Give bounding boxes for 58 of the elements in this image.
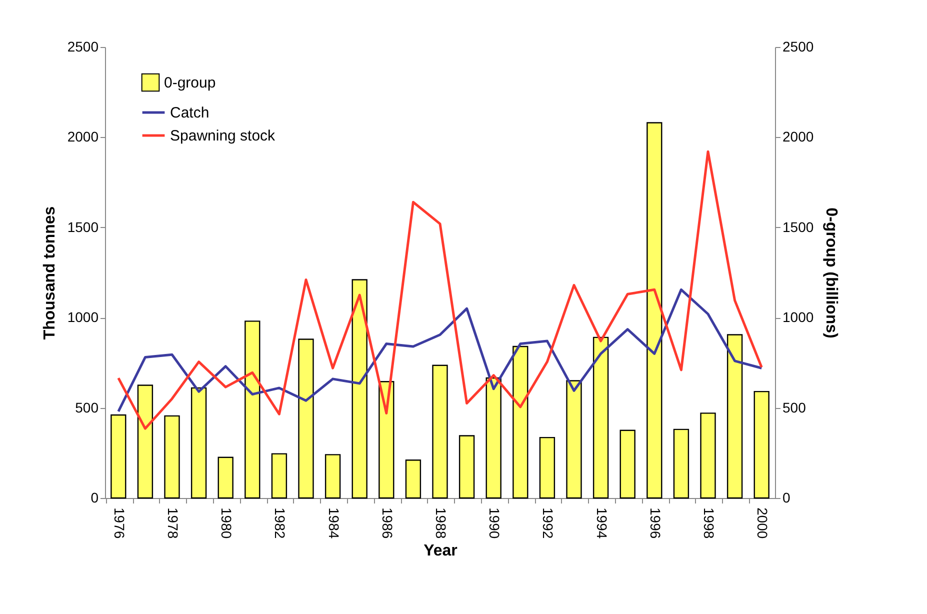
bar: [378, 381, 394, 499]
y2-tick-label: 0: [782, 490, 790, 506]
y-tick-label: 1500: [67, 218, 99, 235]
legend-label: Catch: [170, 104, 210, 122]
bar: [164, 415, 180, 499]
bar: [190, 387, 207, 499]
x-tick-label: 1998: [701, 508, 717, 539]
bar: [726, 334, 743, 499]
bar: [271, 453, 288, 499]
bar: [405, 460, 422, 499]
y-tick-label: 2000: [67, 128, 99, 145]
bar: [673, 428, 690, 499]
x-tick-label: 1976: [111, 508, 128, 539]
bar: [592, 336, 609, 499]
bar: [620, 430, 636, 499]
x-tick-label: 1996: [647, 508, 664, 539]
bar: [512, 346, 528, 499]
legend-label: 0-group: [164, 74, 216, 92]
y2-axis-title: 0-group (billions): [822, 208, 840, 338]
y2-tick-label: 1500: [782, 218, 814, 235]
x-tick-label: 1978: [165, 508, 181, 539]
bar: [218, 456, 234, 499]
x-tick-label: 1982: [272, 508, 288, 539]
bar: [486, 377, 502, 499]
y-tick-label: 2500: [67, 38, 99, 54]
y2-tick-label: 2500: [782, 38, 814, 54]
bar: [298, 338, 314, 499]
bar: [566, 380, 582, 499]
x-tick-label: 1992: [540, 508, 556, 539]
bar: [432, 364, 448, 499]
line-series: [117, 150, 763, 430]
y-axis-title: Thousand tonnes: [41, 206, 58, 340]
line-series: [117, 288, 763, 413]
bar: [754, 390, 770, 499]
legend-label: Spawning stock: [170, 128, 276, 144]
bar: [539, 436, 556, 499]
y2-tick-label: 1000: [782, 309, 814, 326]
x-tick-label: 1984: [326, 508, 342, 539]
bar: [646, 122, 662, 499]
bar: [458, 435, 475, 499]
bar: [110, 414, 126, 499]
bar: [244, 320, 260, 499]
y-tick-label: 0: [90, 490, 99, 506]
y2-tick-label: 2000: [782, 128, 814, 145]
bar: [700, 412, 716, 499]
y2-tick-label: 500: [782, 399, 806, 416]
y-tick-label: 500: [75, 399, 99, 416]
x-tick-label: 2000: [754, 508, 771, 539]
x-tick-label: 1986: [379, 508, 396, 539]
bar: [324, 454, 341, 499]
x-axis-title: Year: [424, 542, 458, 560]
x-tick-label: 1988: [433, 508, 449, 539]
x-tick-label: 1994: [594, 508, 610, 539]
x-tick-label: 1980: [218, 508, 235, 539]
x-tick-label: 1990: [486, 508, 503, 539]
bar: [352, 279, 368, 499]
y-tick-label: 1000: [67, 309, 99, 326]
bar: [137, 384, 154, 499]
